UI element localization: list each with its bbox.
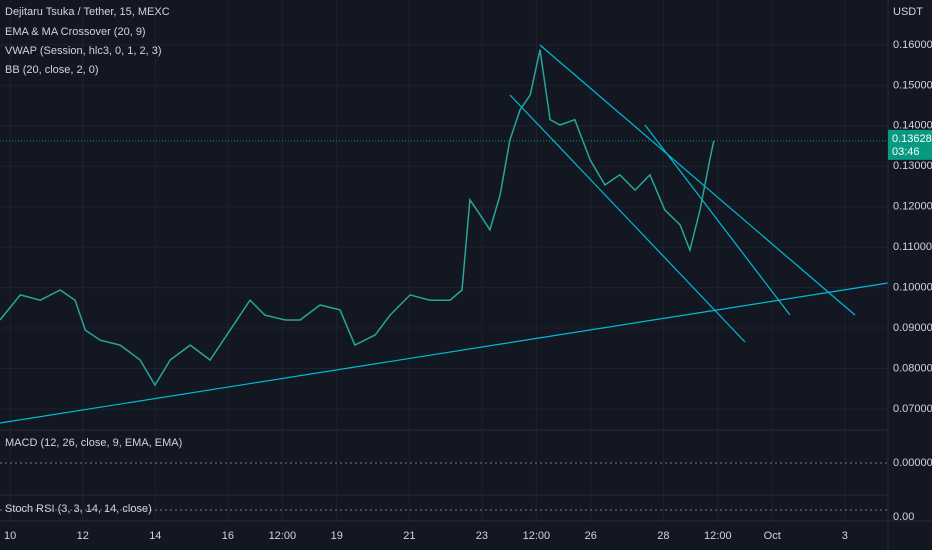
x-tick-label: 3 bbox=[842, 530, 848, 542]
last-price-label: 0.13628 bbox=[892, 133, 932, 145]
y-tick-label: 0.16000 bbox=[893, 39, 932, 51]
y-tick-label: 0.07000 bbox=[893, 403, 932, 415]
x-tick-label: 26 bbox=[585, 530, 597, 542]
indicator-label: BB (20, close, 2, 0) bbox=[5, 64, 99, 76]
x-tick-label: 12:00 bbox=[704, 530, 732, 542]
x-tick-label: 19 bbox=[331, 530, 343, 542]
channel-line bbox=[509, 94, 746, 343]
chart-title: Dejitaru Tsuka / Tether, 15, MEXC bbox=[5, 6, 170, 18]
channel-line bbox=[539, 44, 856, 316]
y-tick-label: 0.13000 bbox=[893, 160, 932, 172]
x-tick-label: 12:00 bbox=[269, 530, 297, 542]
macd-zero-label: 0.00000 bbox=[893, 457, 932, 469]
last-price-box bbox=[888, 129, 932, 160]
stoch-title: Stoch RSI (3, 3, 14, 14, close) bbox=[5, 503, 152, 515]
x-tick-label: 16 bbox=[222, 530, 234, 542]
channel-line bbox=[644, 124, 791, 316]
y-tick-label: 0.09000 bbox=[893, 322, 932, 334]
y-tick-label: 0.15000 bbox=[893, 79, 932, 91]
x-tick-label: 10 bbox=[4, 530, 16, 542]
y-tick-label: 0.14000 bbox=[893, 120, 932, 132]
y-tick-label: 0.08000 bbox=[893, 362, 932, 374]
macd-title: MACD (12, 26, close, 9, EMA, EMA) bbox=[5, 437, 182, 449]
y-tick-label: 0.10000 bbox=[893, 282, 932, 294]
y-tick-label: 0.11000 bbox=[893, 241, 932, 253]
indicator-label: VWAP (Session, hlc3, 0, 1, 2, 3) bbox=[5, 45, 162, 57]
countdown: 03:46 bbox=[892, 146, 920, 158]
y-tick-label: 0.12000 bbox=[893, 201, 932, 213]
x-tick-label: 12:00 bbox=[523, 530, 551, 542]
trend-line bbox=[0, 282, 889, 424]
x-tick-label: Oct bbox=[764, 530, 781, 542]
price-line bbox=[0, 49, 715, 387]
x-tick-label: 14 bbox=[149, 530, 161, 542]
x-tick-label: 23 bbox=[476, 530, 488, 542]
x-tick-label: 21 bbox=[403, 530, 415, 542]
stoch-zero-label: 0.00 bbox=[893, 511, 914, 523]
indicator-label: EMA & MA Crossover (20, 9) bbox=[5, 26, 146, 38]
x-tick-label: 28 bbox=[657, 530, 669, 542]
currency: USDT bbox=[893, 6, 923, 18]
x-tick-label: 12 bbox=[77, 530, 89, 542]
